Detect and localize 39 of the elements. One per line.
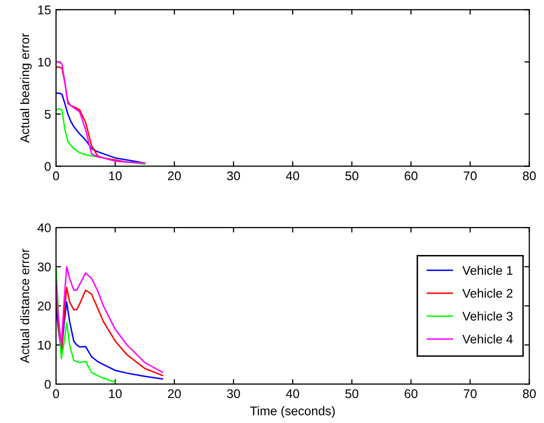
x-tick-label: 40 <box>286 389 300 398</box>
line-series <box>56 286 164 376</box>
x-tick-label: 20 <box>168 389 181 398</box>
y-tick-label: 40 <box>38 223 51 232</box>
x-tick-label: 0 <box>53 171 60 180</box>
x-tick-label: 20 <box>168 171 181 180</box>
y-tick-label: 30 <box>38 262 51 272</box>
legend-label: Vehicle 2 <box>462 288 512 298</box>
y-tick-label: 15 <box>38 6 51 14</box>
y-tick-label: 0 <box>44 380 51 389</box>
line-series <box>56 301 164 380</box>
x-tick-label: 10 <box>109 171 122 180</box>
legend-label: Vehicle 1 <box>462 266 512 275</box>
x-tick-label: 80 <box>522 389 536 398</box>
y-tick-label: 5 <box>44 110 51 119</box>
x-tick-label: 10 <box>109 389 122 398</box>
x-tick-label: 60 <box>404 171 418 180</box>
x-tick-label: 70 <box>464 389 477 398</box>
x-tick-label: 30 <box>227 389 240 398</box>
x-tick-label: 60 <box>404 389 418 398</box>
legend-label: Vehicle 3 <box>462 311 513 321</box>
y-tick-label: 0 <box>44 162 51 171</box>
x-tick-label: 70 <box>464 171 477 180</box>
x-tick-label: 80 <box>522 171 536 180</box>
y-axis-title: Actual distance error <box>20 248 30 364</box>
x-axis-title: Time (seconds) <box>250 406 335 418</box>
x-tick-label: 40 <box>286 171 300 180</box>
y-axis-title: Actual bearing error <box>20 33 32 143</box>
y-tick-label: 10 <box>38 340 51 350</box>
y-tick-label: 20 <box>38 302 51 310</box>
x-tick-label: 0 <box>53 389 60 398</box>
legend-label: Vehicle 4 <box>462 334 513 344</box>
line-series <box>56 92 146 164</box>
x-tick-label: 30 <box>227 171 240 180</box>
x-tick-label: 50 <box>345 171 358 180</box>
line-series <box>56 266 164 374</box>
x-tick-label: 50 <box>345 389 358 398</box>
y-tick-label: 10 <box>38 58 51 67</box>
line-series <box>56 266 116 383</box>
